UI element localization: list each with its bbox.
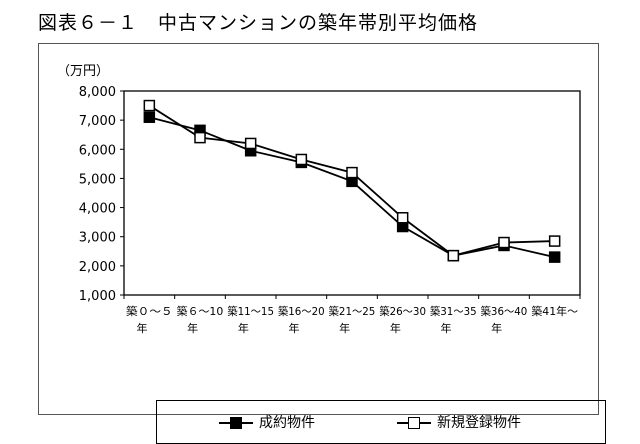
y-tick-label: 4,000 bbox=[79, 202, 116, 217]
figure-title: 図表６－１ 中古マンションの築年帯別平均価格 bbox=[38, 12, 479, 34]
x-tick-label: 築31～35 bbox=[430, 304, 477, 318]
chart-frame: （万円） 1,000 2,000 3,000 4,000 5,000 6,000 7,000 8… bbox=[38, 43, 606, 444]
x-tick-label-line2: 年 bbox=[441, 321, 452, 335]
x-tick-label-line2: 年 bbox=[187, 321, 198, 335]
unit-label: （万円） bbox=[57, 64, 109, 79]
x-tick-label: 築36～40 bbox=[481, 304, 528, 318]
series-1-point bbox=[548, 235, 561, 247]
series-1-point bbox=[295, 153, 308, 166]
x-tick-label: 築41年～ bbox=[531, 304, 578, 318]
series-1-point bbox=[498, 236, 510, 249]
series-0-point bbox=[548, 251, 561, 263]
x-tick-label: 築21～25 bbox=[329, 304, 376, 318]
x-tick-label-line2: 年 bbox=[137, 321, 148, 335]
open-square-marker-icon bbox=[408, 417, 420, 429]
x-tick-label: 築６～10 bbox=[177, 304, 224, 318]
legend-label: 新規登録物件 bbox=[437, 415, 521, 431]
series-1-point bbox=[194, 131, 206, 144]
series-0-point bbox=[143, 111, 156, 123]
y-tick-label: 5,000 bbox=[79, 172, 116, 187]
series-1-point bbox=[396, 212, 409, 224]
x-tick-label-line2: 年 bbox=[491, 321, 502, 335]
x-tick-label-line2: 年 bbox=[339, 321, 350, 335]
series-1-point bbox=[244, 137, 257, 150]
y-tick-label: 7,000 bbox=[79, 114, 116, 129]
legend-label: 成約物件 bbox=[259, 415, 315, 431]
legend: 成約物件 新規登録物件 bbox=[156, 400, 606, 444]
series-1-point bbox=[346, 166, 358, 179]
y-tick-label: 1,000 bbox=[79, 289, 116, 304]
x-tick-label: 築26～30 bbox=[379, 304, 426, 318]
x-tick-label-line2: 年 bbox=[289, 321, 300, 335]
x-tick-label: 築16～20 bbox=[278, 304, 325, 318]
y-tick-label: 8,000 bbox=[79, 85, 116, 100]
x-tick-label-line2: 年 bbox=[238, 321, 249, 335]
series-1-point bbox=[447, 249, 460, 262]
y-tick-label: 2,000 bbox=[79, 260, 116, 275]
x-tick-label-line2: 年 bbox=[390, 321, 401, 335]
x-tick-label: 築11～15 bbox=[227, 304, 274, 318]
series-1-point bbox=[143, 99, 156, 112]
x-tick-label: 築０～５ bbox=[126, 304, 173, 318]
line-chart: （万円） 1,000 2,000 3,000 4,000 5,000 6,000 7,000 8… bbox=[57, 64, 581, 335]
plot-area bbox=[123, 90, 581, 296]
y-tick-label: 6,000 bbox=[79, 143, 116, 158]
filled-square-marker-icon bbox=[230, 417, 242, 429]
y-tick-label: 3,000 bbox=[79, 231, 116, 246]
